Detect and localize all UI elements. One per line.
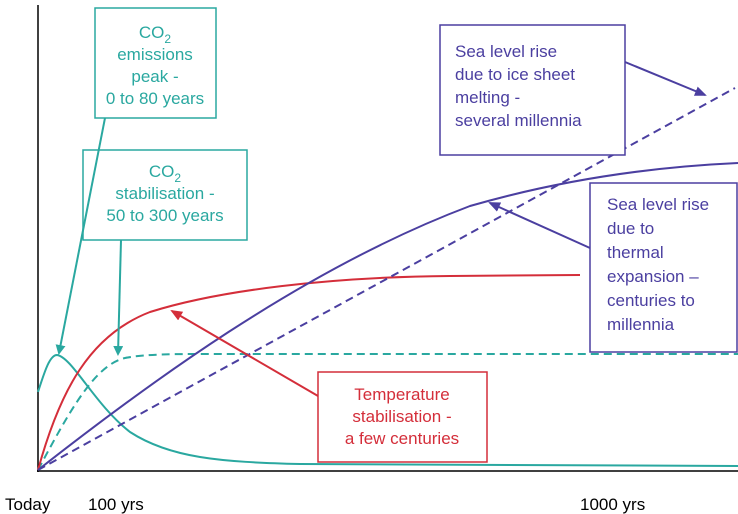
emissions-curve	[37, 353, 738, 467]
box	[82, 149, 248, 241]
box-text: thermal	[607, 243, 664, 262]
box-text: millennia	[607, 315, 675, 334]
box-text: centuries to	[607, 291, 695, 310]
x-label: Today	[5, 495, 51, 514]
box-text: Sea level rise	[455, 42, 557, 61]
subscript: 2	[174, 171, 181, 185]
box-text: stabilisation -	[352, 407, 451, 426]
text-part: CO	[149, 162, 175, 181]
box-text: melting -	[455, 88, 520, 107]
box-text: expansion –	[607, 267, 699, 286]
box-text: CO2	[139, 23, 172, 46]
box-text: a few centuries	[345, 429, 459, 448]
subscript: 2	[164, 32, 171, 46]
box	[94, 7, 217, 119]
box-text: 50 to 300 years	[106, 206, 223, 225]
x-label: 1000 yrs	[580, 495, 645, 514]
box-text: Sea level rise	[607, 195, 709, 214]
box-text: due to ice sheet	[455, 65, 575, 84]
box-text: Temperature	[354, 385, 449, 404]
box	[439, 24, 626, 156]
arrow	[113, 239, 124, 356]
arrow	[624, 61, 707, 96]
temperature-curve	[37, 274, 581, 471]
thermal-curve	[37, 162, 738, 471]
box-text: CO2	[149, 162, 182, 185]
box-text: emissions	[117, 45, 193, 64]
box	[317, 371, 488, 463]
box-text: several millennia	[455, 111, 582, 130]
box-text: stabilisation -	[115, 184, 214, 203]
text-part: CO	[139, 23, 165, 42]
box-text: 0 to 80 years	[106, 89, 204, 108]
arrow	[488, 202, 591, 249]
box-text: due to	[607, 219, 654, 238]
ice-sheet-curve	[37, 87, 736, 471]
arrow	[170, 309, 319, 397]
box	[589, 182, 738, 353]
arrow	[55, 117, 106, 355]
x-label: 100 yrs	[88, 495, 144, 514]
box-text: peak -	[131, 67, 178, 86]
